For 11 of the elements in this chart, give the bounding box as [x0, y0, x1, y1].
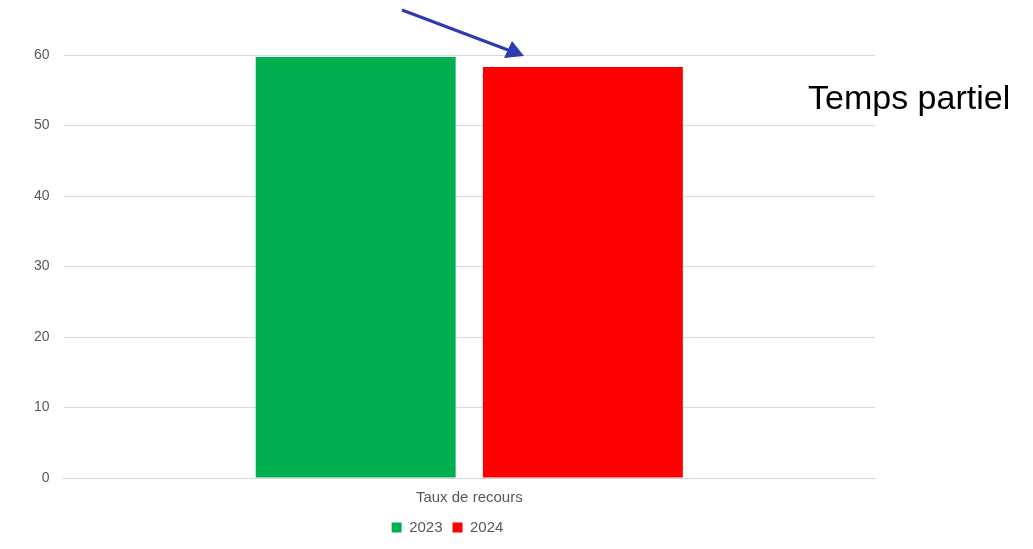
y-tick-label: 20: [33, 327, 50, 344]
y-tick-label: 40: [33, 186, 50, 203]
annotation: Temps partiel: [808, 78, 1011, 117]
y-tick-label: 10: [33, 398, 50, 415]
y-tick-label: 50: [33, 116, 50, 133]
legend-label: 2023: [409, 517, 443, 535]
y-tick-label: 30: [33, 257, 50, 274]
y-tick-label: 60: [33, 45, 50, 62]
x-tick-label: Taux de recours: [415, 488, 523, 506]
legend-label: 2024: [470, 517, 504, 535]
y-tick-label: 0: [41, 468, 50, 485]
